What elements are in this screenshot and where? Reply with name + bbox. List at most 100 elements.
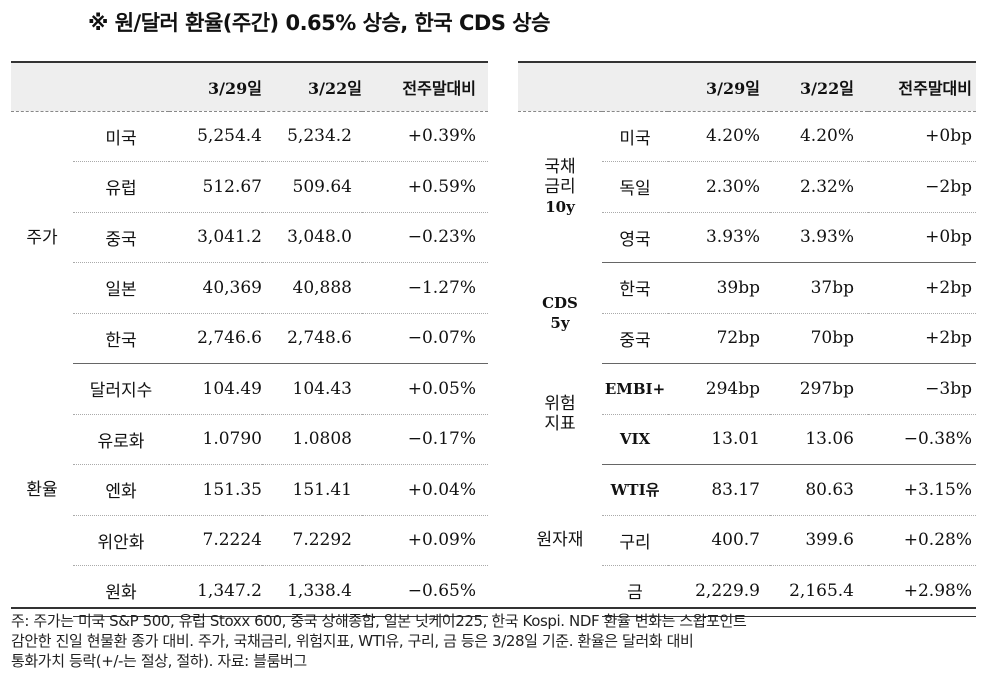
header-weekly-change: 전주말대비	[362, 61, 488, 112]
cell-current: 13.01	[668, 414, 770, 465]
cell-change: −0.17%	[362, 414, 488, 465]
table-row: 중국 72bp 70bp +2bp	[518, 313, 976, 364]
cell-change: +0.09%	[362, 515, 488, 566]
row-name: 달러지수	[73, 363, 169, 415]
cell-change: +0bp	[868, 111, 976, 162]
cell-change: +0.39%	[362, 111, 488, 162]
cell-current: 4.20%	[668, 111, 770, 162]
cell-previous: 2.32%	[770, 161, 868, 213]
footnote: 주: 주가는 미국 S&P 500, 유럽 Stoxx 600, 중국 상해종합…	[11, 607, 976, 671]
row-name: 위안화	[73, 515, 169, 566]
row-name: 유럽	[73, 161, 169, 213]
row-name: 미국	[73, 111, 169, 162]
footnote-line: 주: 주가는 미국 S&P 500, 유럽 Stoxx 600, 중국 상해종합…	[11, 612, 747, 630]
table-header-row: 3/29일 3/22일 전주말대비	[518, 61, 976, 112]
cell-current: 5,254.4	[169, 111, 262, 162]
cell-change: +0.05%	[362, 363, 488, 415]
cell-change: +0bp	[868, 212, 976, 263]
cell-change: +0.28%	[868, 515, 976, 566]
cell-current: 72bp	[668, 313, 770, 364]
row-name: VIX	[602, 414, 668, 465]
cell-previous: 4.20%	[770, 111, 868, 162]
cell-previous: 40,888	[262, 262, 362, 314]
cell-change: +3.15%	[868, 464, 976, 516]
cell-change: −0.07%	[362, 313, 488, 364]
cell-current: 400.7	[668, 515, 770, 566]
table-row: 주가 미국 5,254.4 5,234.2 +0.39%	[11, 111, 488, 247]
cell-current: 3,041.2	[169, 212, 262, 263]
cell-current: 294bp	[668, 363, 770, 415]
cell-current: 3.93%	[668, 212, 770, 263]
table-row: 엔화 151.35 151.41 +0.04%	[11, 464, 488, 516]
footnote-line: 감안한 진일 현물환 종가 대비. 주가, 국채금리, 위험지표, WTI유, …	[11, 632, 694, 650]
header-current-date: 3/29일	[169, 61, 262, 112]
row-name: 중국	[73, 212, 169, 263]
header-weekly-change: 전주말대비	[868, 61, 976, 112]
header-previous-date: 3/22일	[770, 61, 868, 112]
cell-change: −1.27%	[362, 262, 488, 314]
cell-change: +0.59%	[362, 161, 488, 213]
cell-current: 104.49	[169, 363, 262, 415]
table-row: 일본 40,369 40,888 −1.27%	[11, 262, 488, 314]
cell-previous: 509.64	[262, 161, 362, 213]
cell-change: −0.23%	[362, 212, 488, 263]
group-label-line: 5y	[550, 314, 570, 332]
header-blank	[602, 61, 668, 112]
cell-current: 39bp	[668, 262, 770, 314]
header-current-date: 3/29일	[668, 61, 770, 112]
cell-change: −0.38%	[868, 414, 976, 465]
group-label-risk-indicators: 위험 지표	[518, 364, 602, 465]
cell-current: 7.2224	[169, 515, 262, 566]
cell-current: 2,746.6	[169, 313, 262, 364]
row-name: 유로화	[73, 414, 169, 465]
table-header-row: 3/29일 3/22일 전주말대비	[11, 61, 488, 112]
cell-current: 512.67	[169, 161, 262, 213]
cell-previous: 80.63	[770, 464, 868, 516]
group-label-line: 국채	[544, 157, 576, 177]
cell-current: 2.30%	[668, 161, 770, 213]
group-label-line: 원자재	[536, 530, 584, 551]
row-name: 영국	[602, 212, 668, 263]
table-row: 국채 금리 10y 미국 4.20% 4.20% +0bp	[518, 111, 976, 216]
group-label-stocks: 주가	[26, 227, 58, 248]
table-row: 독일 2.30% 2.32% −2bp	[518, 161, 976, 213]
row-name: 한국	[73, 313, 169, 364]
footnote-line: 통화가치 등락(+/-는 절상, 절하). 자료: 블룸버그	[11, 652, 307, 670]
cell-change: +2bp	[868, 313, 976, 364]
group-label-commodities: 원자재	[518, 465, 602, 617]
cell-change: +0.04%	[362, 464, 488, 516]
group-label-cds-5y: CDS 5y	[518, 263, 602, 364]
page-title: ※ 원/달러 환율(주간) 0.65% 상승, 한국 CDS 상승	[88, 11, 550, 35]
table-row: 유로화 1.0790 1.0808 −0.17%	[11, 414, 488, 465]
group-label-line: 위험	[544, 394, 576, 414]
cell-previous: 1.0808	[262, 414, 362, 465]
equity-fx-table: 3/29일 3/22일 전주말대비 주가 미국 5,254.4 5,234.2 …	[11, 61, 488, 617]
group-label-govt-bond-10y: 국채 금리 10y	[518, 111, 602, 263]
header-blank	[73, 61, 169, 112]
table-row: 구리 400.7 399.6 +0.28%	[518, 515, 976, 566]
row-name: 일본	[73, 262, 169, 314]
cell-previous: 7.2292	[262, 515, 362, 566]
cell-previous: 37bp	[770, 262, 868, 314]
row-name: 독일	[602, 161, 668, 213]
row-name: 구리	[602, 515, 668, 566]
table-row: 유럽 512.67 509.64 +0.59%	[11, 161, 488, 213]
cell-change: +2bp	[868, 262, 976, 314]
group-label-line: 10y	[545, 198, 575, 216]
table-row: 영국 3.93% 3.93% +0bp	[518, 212, 976, 263]
cell-previous: 151.41	[262, 464, 362, 516]
cell-change: −3bp	[868, 363, 976, 415]
cell-change: −2bp	[868, 161, 976, 213]
cell-previous: 399.6	[770, 515, 868, 566]
table-row: CDS 5y 한국 39bp 37bp +2bp	[518, 262, 976, 332]
cell-previous: 2,748.6	[262, 313, 362, 364]
row-name: 중국	[602, 313, 668, 364]
group-label-line: CDS	[542, 294, 578, 312]
table-row: 환율 달러지수 104.49 104.43 +0.05%	[11, 363, 488, 500]
rates-risk-commodities-table: 3/29일 3/22일 전주말대비 국채 금리 10y 미국 4.20% 4.2…	[518, 61, 976, 617]
table-row: VIX 13.01 13.06 −0.38%	[518, 414, 976, 465]
group-label-line: 지표	[544, 414, 576, 434]
cell-previous: 13.06	[770, 414, 868, 465]
table-row: 위험 지표 EMBI+ 294bp 297bp −3bp	[518, 363, 976, 434]
row-name: 미국	[602, 111, 668, 162]
